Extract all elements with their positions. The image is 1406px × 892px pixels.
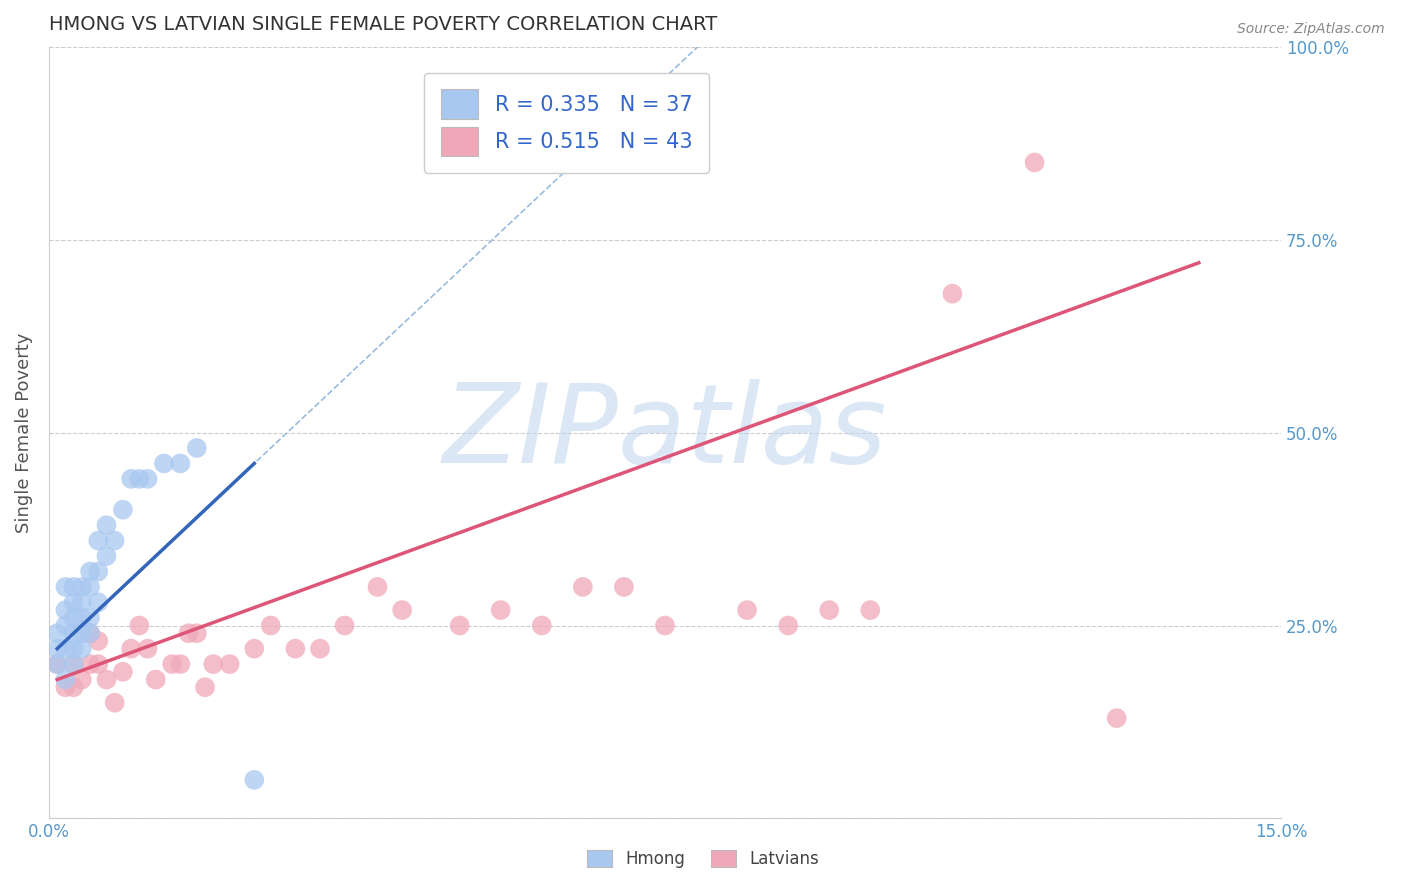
Point [177,626,200,640]
Point [55,680,77,694]
Point [104,696,127,710]
Point [778,618,800,632]
Point [449,618,471,632]
Point [55,618,77,632]
Point [572,580,595,594]
Point [941,286,963,301]
Point [55,580,77,594]
Point [202,657,225,672]
Point [145,673,167,687]
Point [70,673,93,687]
Point [87,533,110,548]
Point [654,618,676,632]
Point [79,565,101,579]
Legend: R = 0.335   N = 37, R = 0.515   N = 43: R = 0.335 N = 37, R = 0.515 N = 43 [423,72,709,173]
Point [55,603,77,617]
Point [153,457,176,471]
Point [260,618,283,632]
Point [120,472,142,486]
Point [46,626,69,640]
Point [120,641,142,656]
Point [128,618,150,632]
Point [391,603,413,617]
Point [87,565,110,579]
Point [70,611,93,625]
Point [62,626,84,640]
Point [128,472,150,486]
Point [309,641,332,656]
Point [55,641,77,656]
Point [1024,155,1046,169]
Point [333,618,356,632]
Point [489,603,512,617]
Point [104,533,127,548]
Point [1105,711,1128,725]
Point [735,603,758,617]
Point [366,580,388,594]
Point [62,680,84,694]
Point [136,472,159,486]
Point [859,603,882,617]
Point [186,441,208,455]
Point [62,580,84,594]
Point [79,611,101,625]
Point [169,657,191,672]
Point [218,657,240,672]
Text: HMONG VS LATVIAN SINGLE FEMALE POVERTY CORRELATION CHART: HMONG VS LATVIAN SINGLE FEMALE POVERTY C… [49,15,717,34]
Point [79,626,101,640]
Point [79,580,101,594]
Point [46,657,69,672]
Y-axis label: Single Female Poverty: Single Female Poverty [15,333,32,533]
Point [46,641,69,656]
Point [96,549,118,563]
Point [111,502,134,516]
Point [55,673,77,687]
Point [818,603,841,617]
Point [70,626,93,640]
Point [111,665,134,679]
Point [530,618,553,632]
Legend: Hmong, Latvians: Hmong, Latvians [581,843,825,875]
Point [96,518,118,533]
Point [136,641,159,656]
Point [613,580,636,594]
Point [284,641,307,656]
Point [70,595,93,609]
Point [79,626,101,640]
Point [160,657,183,672]
Point [70,641,93,656]
Point [70,580,93,594]
Text: ZIPatlas: ZIPatlas [443,379,887,486]
Point [169,457,191,471]
Point [62,595,84,609]
Point [243,772,266,787]
Point [96,673,118,687]
Point [194,680,217,694]
Point [79,657,101,672]
Point [62,657,84,672]
Point [87,634,110,648]
Point [87,595,110,609]
Text: Source: ZipAtlas.com: Source: ZipAtlas.com [1237,22,1385,37]
Point [62,641,84,656]
Point [62,657,84,672]
Point [46,657,69,672]
Point [243,641,266,656]
Point [87,657,110,672]
Point [62,611,84,625]
Point [186,626,208,640]
